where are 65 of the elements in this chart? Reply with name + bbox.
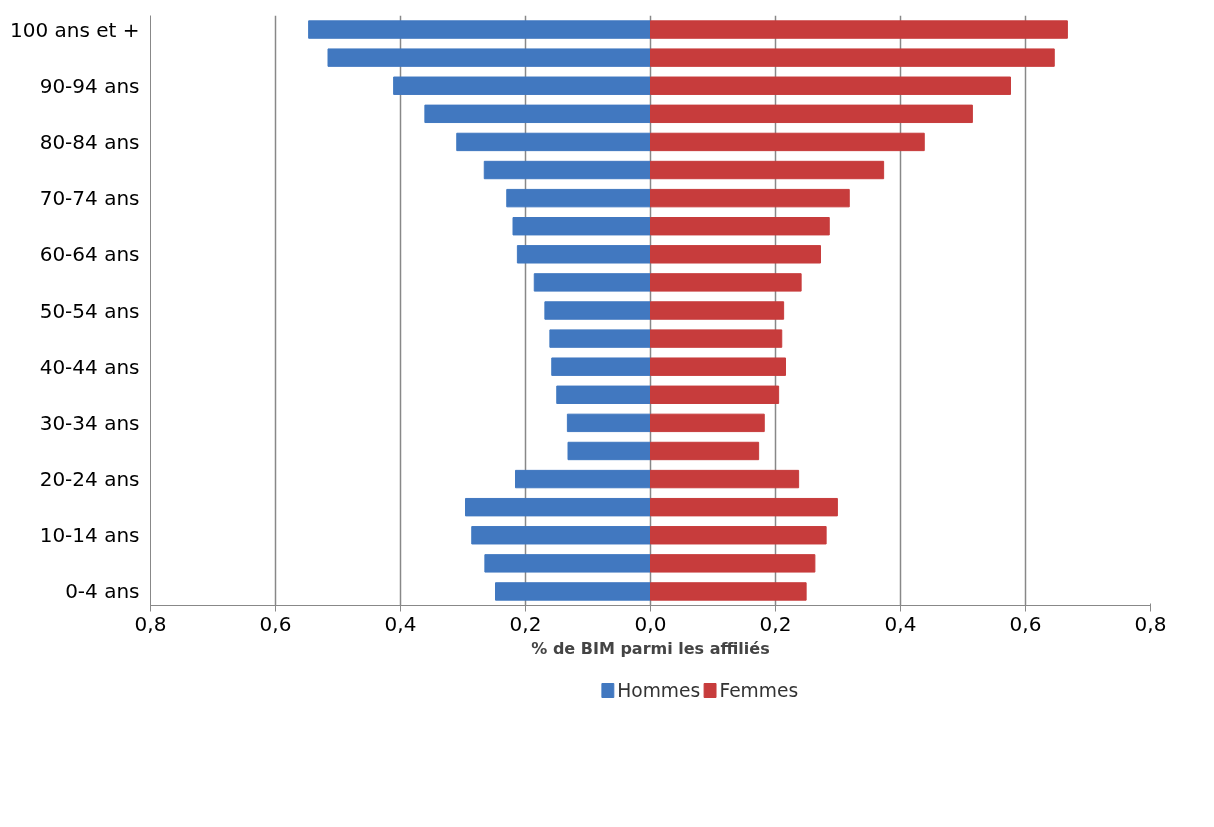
y-tick-label: 0-4 ans xyxy=(65,579,140,604)
x-tick-label: 0,2 xyxy=(509,611,542,636)
x-tick-label: 0,4 xyxy=(384,611,417,636)
bar xyxy=(650,104,973,124)
bar xyxy=(549,329,651,348)
bar xyxy=(533,273,651,292)
y-tick-label: 70-74 ans xyxy=(39,186,140,211)
bar xyxy=(650,329,783,348)
x-tick-label: 0,0 xyxy=(634,611,667,636)
bar xyxy=(566,413,651,433)
bar xyxy=(650,132,925,152)
bar xyxy=(650,385,780,404)
bar xyxy=(650,413,765,433)
bar xyxy=(308,20,651,39)
x-tick-label: 0,6 xyxy=(259,611,292,636)
bar xyxy=(327,48,651,67)
y-tick-label: 20-24 ans xyxy=(39,467,140,492)
x-tick-label: 0,8 xyxy=(1134,611,1167,636)
bar xyxy=(515,469,651,489)
bar xyxy=(650,273,802,292)
bar xyxy=(650,188,850,208)
x-axis-title: % de BIM parmi les affiliés xyxy=(531,638,770,658)
bar xyxy=(456,132,651,152)
bar xyxy=(393,76,651,95)
y-tick-label: 50-54 ans xyxy=(39,298,140,323)
bar xyxy=(650,469,800,489)
bar xyxy=(484,554,651,573)
bar xyxy=(544,301,651,320)
bar xyxy=(650,526,827,545)
bar xyxy=(650,20,1068,39)
y-tick-label: 10-14 ans xyxy=(39,523,140,548)
bar xyxy=(650,76,1011,95)
x-tick-label: 0,6 xyxy=(1009,611,1042,636)
bar xyxy=(471,526,651,545)
bar xyxy=(424,104,651,124)
bar xyxy=(551,357,651,376)
bar xyxy=(650,217,830,236)
y-tick-label: 80-84 ans xyxy=(39,129,140,154)
bar xyxy=(506,188,651,208)
bar xyxy=(650,497,838,517)
y-tick-label: 100 ans et + xyxy=(10,17,140,42)
y-tick-label: 60-64 ans xyxy=(39,242,140,267)
bar xyxy=(650,554,816,573)
bar xyxy=(516,245,651,264)
bar xyxy=(650,357,786,376)
legend-label: Femmes xyxy=(719,680,799,701)
x-tick-label: 0,4 xyxy=(884,611,917,636)
bar xyxy=(567,441,651,461)
bar xyxy=(483,160,651,180)
y-tick-label: 30-34 ans xyxy=(39,410,140,435)
bar xyxy=(650,301,785,320)
x-tick-label: 0,2 xyxy=(759,611,792,636)
y-tick-label: 90-94 ans xyxy=(39,73,140,98)
bar xyxy=(650,582,807,601)
bar xyxy=(650,160,885,180)
legend-label: Hommes xyxy=(617,680,701,701)
y-tick-label: 40-44 ans xyxy=(39,354,140,379)
bar xyxy=(650,441,760,461)
bar xyxy=(556,385,651,404)
bar xyxy=(465,497,651,517)
bar xyxy=(650,48,1055,67)
x-tick-label: 0,8 xyxy=(134,611,167,636)
bar xyxy=(650,245,821,264)
bar xyxy=(512,217,651,236)
bar xyxy=(495,582,651,601)
